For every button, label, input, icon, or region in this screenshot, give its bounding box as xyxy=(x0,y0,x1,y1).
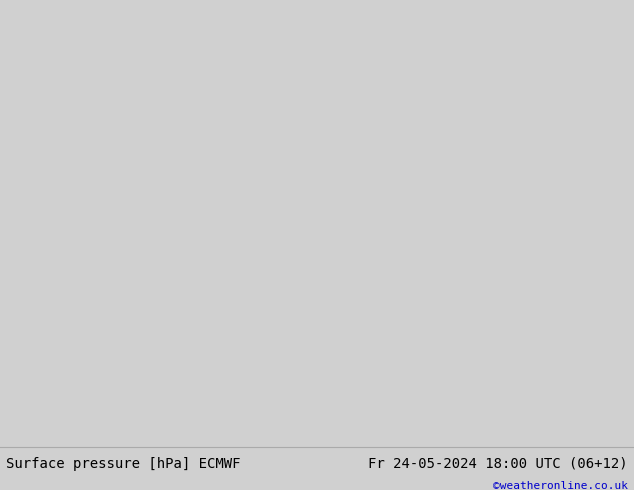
Text: Surface pressure [hPa] ECMWF: Surface pressure [hPa] ECMWF xyxy=(6,457,241,470)
Text: Fr 24-05-2024 18:00 UTC (06+12): Fr 24-05-2024 18:00 UTC (06+12) xyxy=(368,457,628,470)
Text: ©weatheronline.co.uk: ©weatheronline.co.uk xyxy=(493,481,628,490)
